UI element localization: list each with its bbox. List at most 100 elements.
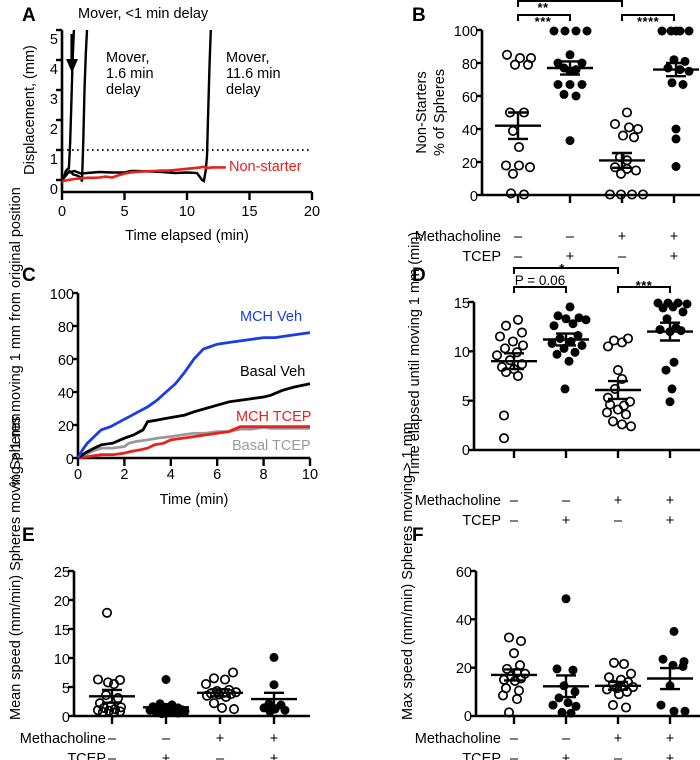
panel-b-cond-row2-v2: + <box>565 249 575 265</box>
panel-a-letter: A <box>22 5 36 26</box>
panel-b-group4-points <box>657 26 694 171</box>
panel-b-cond-row1-v3: + <box>617 229 627 245</box>
panel-b-ylabel-2: % of Spheres <box>432 68 448 157</box>
panel-f-cond-row2-v2: + <box>561 751 571 760</box>
panel-a-annot-mover2: Mover, 1.6 min delay <box>106 50 154 99</box>
panel-f-cond-row1-v3: + <box>613 731 623 747</box>
panel-a-ytick-3: 3 <box>49 92 58 108</box>
panel-c-xlabel: Time (min) <box>159 492 229 508</box>
panel-c-xtick-4: 4 <box>166 467 175 483</box>
panel-f-group4-meanbar <box>647 666 693 691</box>
panel-b-ylabel-1: Non-Starters <box>414 71 430 154</box>
panel-b-group4-meanbar <box>653 61 699 78</box>
panel-d-cond-row1-label: Methacholine <box>414 493 501 509</box>
panel-b-ytick-0: 0 <box>469 189 478 205</box>
panel-c-ytick-80: 80 <box>57 320 74 336</box>
panel-b-cond-row1-v1: – <box>513 229 523 245</box>
panel-b-ytick-40: 40 <box>461 123 478 139</box>
panel-e: E Mean speed (mm/min) Spheres moving > 1… <box>0 413 350 760</box>
panel-c-legend-mch-tcep: MCH TCEP <box>236 409 312 425</box>
panel-a-xtick-20: 20 <box>303 204 321 220</box>
panel-d-cond-row2-v3: – <box>613 513 623 529</box>
panel-b-cond-row1-label: Methacholine <box>414 229 501 245</box>
panel-b-group1-meanbar <box>495 111 541 141</box>
panel-a: A Displacement, (mm) 5 4 3 2 1 0 <box>0 0 350 262</box>
panel-e-ylabel: Mean speed (mm/min) Spheres moving > 1 m… <box>8 413 24 720</box>
panel-b-cond-row2-v4: + <box>669 249 679 265</box>
panel-c-ytick-60: 60 <box>57 353 74 369</box>
panel-c-plot <box>72 291 312 466</box>
panel-b-cond-row2-v3: – <box>617 249 627 265</box>
panel-f: F Max speed (mm/min) Spheres moving > 1 … <box>350 422 700 760</box>
panel-e-group4-meanbar <box>251 691 297 707</box>
panel-b-letter: B <box>412 5 426 26</box>
panel-d-group2-points <box>547 302 591 394</box>
panel-b-cond-row2-v1: – <box>513 249 523 265</box>
panel-d-sig-label-3-4: *** <box>635 278 653 293</box>
panel-f-cond-row1-v2: – <box>561 731 571 747</box>
panel-e-plot <box>68 569 310 724</box>
panel-f-cond-row1-v4: + <box>665 731 675 747</box>
panel-b-cond-row1-v2: – <box>565 229 575 245</box>
panel-d-sig-bracket-1-2 <box>513 286 567 293</box>
panel-e-cond-row2-label: TCEP <box>67 751 106 760</box>
panel-c-legend-basal-tcep: Basal TCEP <box>232 438 311 454</box>
panel-d-cond-row2-v2: + <box>561 513 571 529</box>
panel-d-ytick-5: 5 <box>461 394 470 410</box>
panel-e-ytick-25: 25 <box>53 565 70 581</box>
panel-e-letter: E <box>22 525 35 546</box>
panel-a-annot-nonstarter: Non-starter <box>229 159 302 175</box>
panel-e-cond-row2-v4: + <box>269 751 279 760</box>
panel-f-plot <box>470 569 700 724</box>
panel-d-cond-row1-v3: + <box>613 493 623 509</box>
panel-d-ytick-15: 15 <box>453 296 470 312</box>
panel-e-group1-points <box>92 607 127 718</box>
panel-d-group1-points <box>491 314 529 444</box>
panel-e-ytick-15: 15 <box>53 623 70 639</box>
panel-d-group4-meanbar <box>647 321 693 342</box>
panel-a-ytick-1: 1 <box>49 152 58 168</box>
panel-c-series-basal-tcep <box>77 425 310 460</box>
panel-a-xtick-0: 0 <box>57 204 67 220</box>
panel-b-group3-meanbar <box>599 151 645 170</box>
panel-c-series-basal-veh <box>77 382 311 460</box>
panel-a-ytick-0: 0 <box>49 182 58 198</box>
panel-d-cond-row1-v4: + <box>665 493 675 509</box>
panel-e-cond-row1-v2: – <box>161 731 171 747</box>
panel-f-cond-row1-v1: – <box>509 731 519 747</box>
panel-d-cond-row2-v4: + <box>665 513 675 529</box>
panel-c-xtick-8: 8 <box>259 467 268 483</box>
panel-f-cond-row2-v3: – <box>613 751 623 760</box>
panel-e-group3-meanbar <box>197 688 243 698</box>
panel-f-group2-points <box>548 594 581 718</box>
panel-a-ytick-5: 5 <box>49 32 58 48</box>
panel-e-group2-points <box>145 675 190 719</box>
panel-c-xtick-6: 6 <box>213 467 222 483</box>
panel-f-group3-meanbar <box>595 680 641 691</box>
panel-c-legend-mch-veh: MCH Veh <box>240 309 303 325</box>
panel-b-cond-row1-v4: + <box>669 229 679 245</box>
panel-d-cond-row1-v2: – <box>561 493 571 509</box>
panel-c-letter: C <box>22 265 36 286</box>
panel-a-xtick-5: 5 <box>120 204 129 220</box>
panel-b-ytick-20: 20 <box>461 156 478 172</box>
panel-e-group1-meanbar <box>89 688 135 704</box>
panel-f-ylabel: Max speed (mm/min) Spheres moving > 1 mm <box>400 422 416 720</box>
panel-e-group2-meanbar <box>143 703 189 712</box>
panel-d-ytick-0: 0 <box>461 443 470 459</box>
panel-f-ytick-20: 20 <box>455 661 472 677</box>
panel-c-ytick-40: 40 <box>57 386 74 402</box>
panel-c-legend-basal-veh: Basal Veh <box>240 364 306 380</box>
panel-b: B Non-Starters % of Spheres 100 80 60 40… <box>350 0 700 265</box>
panel-b-ytick-100: 100 <box>453 24 478 40</box>
panel-d-group3-meanbar <box>595 379 641 401</box>
panel-c-series-mch-tcep <box>77 425 310 460</box>
panel-b-sig-bracket-3-4 <box>621 14 675 21</box>
panel-d-group3-points <box>601 333 637 432</box>
panel-d-ytick-10: 10 <box>453 345 470 361</box>
panel-e-ytick-20: 20 <box>53 594 70 610</box>
panel-b-sig-label-3-4: **** <box>637 14 660 29</box>
panel-e-cond-row1-v3: + <box>215 731 225 747</box>
panel-f-group4-points <box>656 626 690 716</box>
panel-f-cond-row1-label: Methacholine <box>414 731 501 747</box>
